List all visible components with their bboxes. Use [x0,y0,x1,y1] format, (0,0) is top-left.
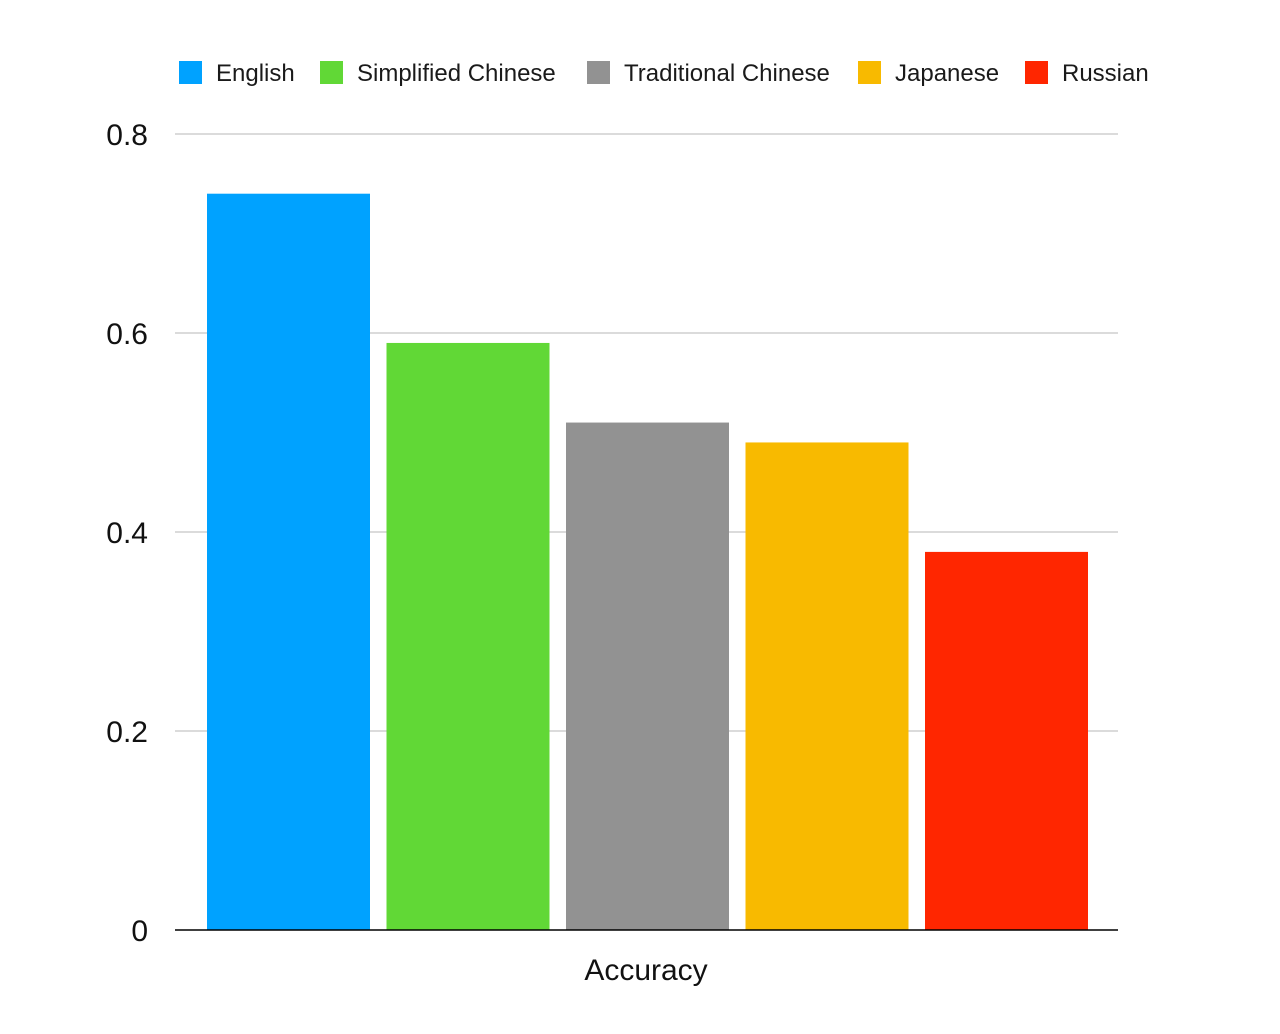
legend-swatch [858,61,881,84]
y-tick-label: 0.4 [106,517,148,550]
legend-item-japanese: Japanese [858,60,999,87]
bar-english [207,193,370,930]
x-axis-categories: Accuracy [584,954,707,987]
legend-item-english: English [179,60,295,87]
bar-russian [925,551,1088,930]
bar-simplified-chinese [386,342,550,930]
legend-item-simplified-chinese: Simplified Chinese [320,60,556,87]
legend-label: Russian [1062,60,1149,87]
legend-item-traditional-chinese: Traditional Chinese [587,60,830,87]
legend: English Simplified Chinese Traditional Chi… [179,60,1149,87]
legend-label: Traditional Chinese [624,60,830,87]
bars [207,193,1088,930]
legend-swatch [587,61,610,84]
bar-japanese [745,442,909,930]
x-category-label: Accuracy [584,954,707,987]
y-tick-label: 0.2 [106,716,148,749]
y-tick-label: 0.8 [106,119,148,152]
legend-label: Simplified Chinese [357,60,556,87]
legend-label: Japanese [895,60,999,87]
y-tick-label: 0 [131,915,148,948]
legend-swatch [320,61,343,84]
bar-traditional-chinese [566,422,729,930]
legend-label: English [216,60,295,87]
legend-item-russian: Russian [1025,60,1149,87]
legend-swatch [1025,61,1048,84]
legend-swatch [179,61,202,84]
y-tick-label: 0.6 [106,318,148,351]
y-axis-ticks: 0 0.2 0.4 0.6 0.8 [106,119,148,948]
